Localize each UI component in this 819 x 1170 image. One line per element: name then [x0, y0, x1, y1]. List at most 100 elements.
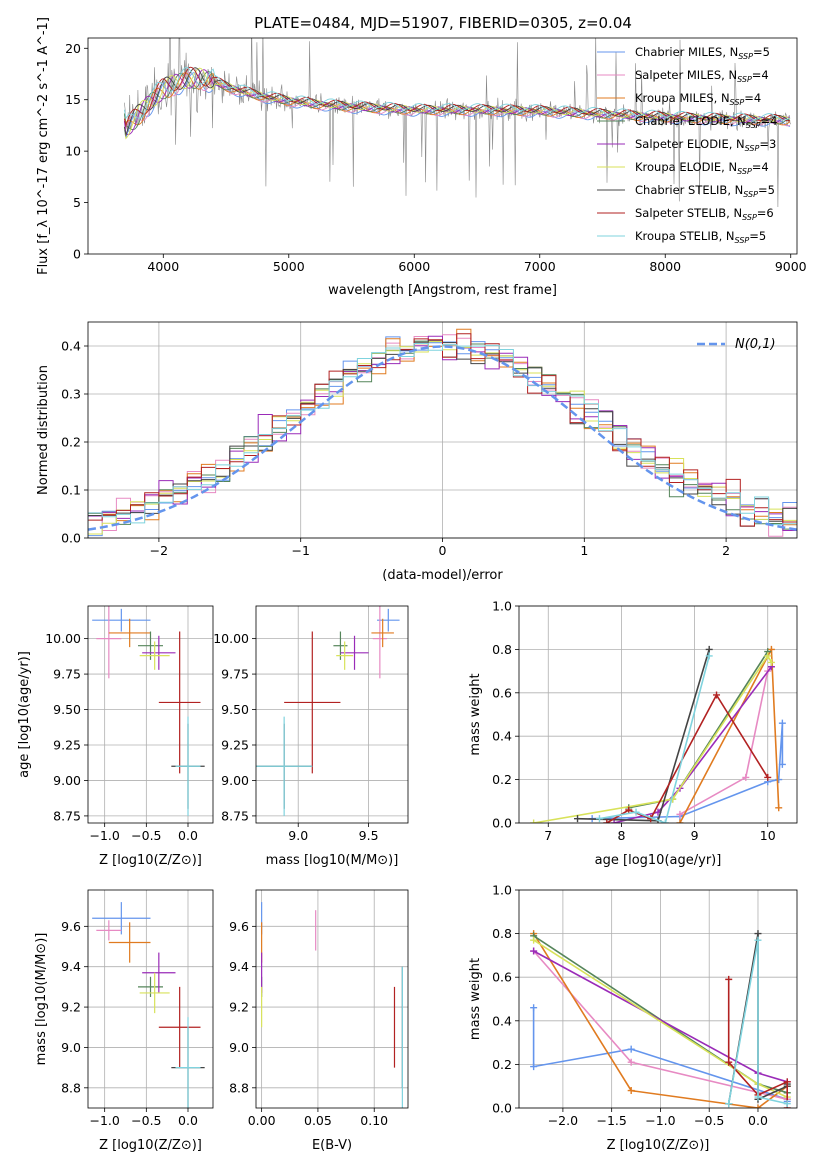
plot-area	[530, 645, 786, 823]
series-point-salpeter-miles	[742, 773, 750, 781]
panel-age-Z: −1.0 −0.5 0.0 8.75 9.00 9.25 9.50 9.75 10.00 Z [l…	[17, 605, 214, 868]
legend-nssp: =6	[757, 206, 774, 220]
legend-entry: Kroupa ELODIE, NSSP=4	[635, 160, 769, 176]
y-tick-label: 9.25	[53, 737, 81, 752]
y-axis-label: Flux [f_λ 10^-17 erg cm^-2 s^-1 A^-1]	[36, 17, 51, 275]
axes: −1.0 −0.5 0.0 8.75 9.00 9.25 9.50 9.75 10.00 Z [l…	[17, 605, 214, 868]
x-axis-label: Z [log10(Z/Z⊙)]	[99, 853, 202, 868]
series-line-salpeter-stelib	[606, 693, 769, 823]
series-point-chabrier-stelib	[754, 930, 762, 938]
legend-nssp: =5	[749, 229, 766, 243]
y-tick-label: 9.75	[221, 667, 249, 682]
x-tick-label: −1	[291, 543, 309, 558]
series-point-kroupa-stelib	[661, 819, 669, 823]
y-tick-label: 9.50	[53, 702, 81, 717]
y-axis-label: mass weight	[468, 958, 483, 1040]
legend-model: Chabrier MILES, N	[635, 45, 738, 59]
x-tick-label: 7	[544, 828, 552, 843]
legend-ssp-sub: SSP	[743, 190, 758, 199]
series-point-salpeter-miles	[627, 1058, 635, 1066]
y-tick-label: 8.75	[221, 808, 249, 823]
legend-model: Chabrier STELIB, N	[635, 183, 743, 197]
y-tick-label: 0.1	[61, 483, 81, 498]
y-tick-label: 0.2	[61, 435, 81, 450]
x-tick-label: −1.5	[596, 1113, 626, 1128]
series-point-salpeter-elodie	[530, 947, 538, 955]
legend-normal-label: N(0,1)	[735, 337, 776, 352]
x-tick-label: 0.0	[178, 828, 198, 843]
legend-model: Kroupa MILES, N	[635, 91, 730, 105]
x-tick-label: −1.0	[89, 828, 119, 843]
x-tick-label: 9.0	[288, 828, 308, 843]
series-point-chabrier-miles	[778, 760, 786, 768]
series-point-chabrier-miles	[530, 1063, 538, 1071]
plot-area	[123, 38, 791, 208]
axes-frame	[87, 605, 214, 824]
series-point-kroupa-stelib	[725, 1100, 733, 1108]
x-tick-label: −1.0	[645, 1113, 675, 1128]
axes-frame	[518, 889, 798, 1109]
x-tick-label: −0.5	[694, 1113, 724, 1128]
series-point-salpeter-stelib	[783, 1078, 791, 1086]
axes-frame	[87, 889, 214, 1109]
series-point-chabrier-miles	[778, 719, 786, 727]
series-point-kroupa-elodie	[767, 658, 775, 666]
legend-ssp-sub: SSP	[737, 167, 752, 176]
axes-frame	[87, 37, 798, 255]
plot-area	[88, 328, 797, 538]
axes: −1.0 −0.5 0.0 8.8 9.0 9.2 9.4 9.6 Z [log10(Z/Z⊙)…	[34, 889, 214, 1153]
x-tick-label: 0.0	[748, 1113, 768, 1128]
x-tick-label: 6000	[398, 259, 430, 274]
y-tick-label: 9.00	[53, 773, 81, 788]
y-tick-label: 0.0	[61, 531, 81, 546]
x-axis-label: mass [log10(M/M⊙)]	[266, 853, 399, 868]
model-line-salpeter-stelib	[123, 66, 791, 128]
y-tick-label: 9.0	[61, 1040, 81, 1055]
legend-entry: Chabrier ELODIE, NSSP=4	[635, 114, 777, 130]
y-tick-label: 10.00	[213, 631, 249, 646]
figure-title: PLATE=0484, MJD=51907, FIBERID=0305, z=0…	[254, 14, 632, 32]
legend-entry: Chabrier STELIB, NSSP=5	[635, 183, 775, 199]
legend-nssp: =4	[752, 160, 769, 174]
series-point-salpeter-stelib	[725, 1058, 733, 1066]
x-tick-label: 10	[760, 828, 776, 843]
y-tick-label: 10.00	[45, 631, 81, 646]
y-tick-label: 1.0	[492, 883, 512, 898]
series-point-kroupa-miles	[754, 1104, 762, 1108]
model-line-salpeter-elodie	[123, 69, 791, 135]
series-point-salpeter-stelib	[713, 691, 721, 699]
y-tick-label: 0.3	[61, 387, 81, 402]
panel-weight-Z: −2.0 −1.5 −1.0 −0.5 0.0 0.0 0.2 0.4 0.6 0.8 1.0 Z […	[468, 883, 798, 1153]
y-tick-label: 0.2	[492, 1057, 512, 1072]
hist-kroupa-stelib	[88, 343, 797, 538]
series-point-kroupa-miles	[676, 819, 684, 823]
series-point-chabrier-stelib	[574, 815, 582, 823]
x-tick-label: 7000	[524, 259, 556, 274]
y-tick-label: 0	[73, 247, 81, 262]
y-tick-label: 0.4	[492, 1013, 512, 1028]
series-point-salpeter-stelib	[603, 819, 611, 823]
x-axis-label: wavelength [Angstrom, rest frame]	[328, 283, 557, 298]
y-tick-label: 9.2	[61, 1000, 81, 1015]
x-axis-label: Z [log10(Z/Z⊙)]	[99, 1138, 202, 1153]
axes: 0.00 0.05 0.10 8.8 9.0 9.2 9.4 9.6 E(B-V)	[229, 889, 409, 1153]
y-tick-label: 0.0	[492, 1101, 512, 1116]
legend-entry: Salpeter ELODIE, NSSP=3	[635, 137, 776, 153]
series-point-chabrier-miles	[627, 1045, 635, 1053]
x-tick-label: 2	[722, 543, 730, 558]
panel-spectrum: 4000 5000 6000 7000 8000 9000 0 5 10 15 20 Chabrier…	[36, 17, 807, 298]
y-axis-label: age [log10(age/yr)]	[17, 651, 32, 778]
legend-model: Chabrier ELODIE, N	[635, 114, 746, 128]
series-point-salpeter-elodie	[610, 819, 618, 823]
x-tick-label: 0.0	[178, 1113, 198, 1128]
x-tick-label: 0.05	[304, 1113, 332, 1128]
y-tick-label: 0.6	[492, 970, 512, 985]
series-line-kroupa-stelib	[599, 655, 710, 823]
legend-entry: Salpeter MILES, NSSP=4	[635, 68, 769, 84]
legend-entry: Kroupa STELIB, NSSP=5	[635, 229, 766, 245]
series-point-kroupa-stelib	[595, 815, 603, 823]
series-line-kroupa-elodie	[533, 654, 773, 823]
series-line-chabrier-stelib	[577, 649, 710, 822]
panel-residuals: −2 −1 0 1 2 0.0 0.1 0.2 0.3 0.4 N(0,1) (data-model)…	[36, 321, 798, 583]
x-tick-label: 0.00	[248, 1113, 276, 1128]
